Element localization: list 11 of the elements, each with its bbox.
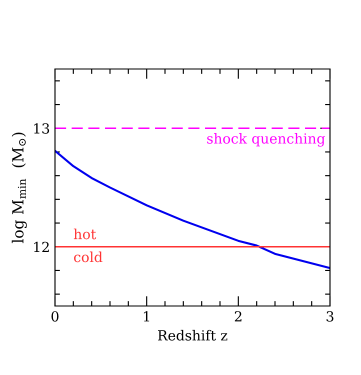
y-axis-title: log M$_{min}$ (M$_{⊙}$) xyxy=(12,132,27,244)
ref-line-label: shock quenching xyxy=(207,132,326,147)
x-tick-label: 3 xyxy=(326,311,334,322)
x-tick-label: 0 xyxy=(51,311,58,322)
x-tick-label: 1 xyxy=(144,311,150,322)
y-tick-label: 13 xyxy=(34,123,50,134)
annotation: hot xyxy=(74,228,96,240)
y-tick-label: 12 xyxy=(34,242,49,252)
x-axis-title: Redshift z xyxy=(158,330,228,341)
x-tick-label: 2 xyxy=(234,311,242,322)
annotation: cold xyxy=(74,251,102,262)
